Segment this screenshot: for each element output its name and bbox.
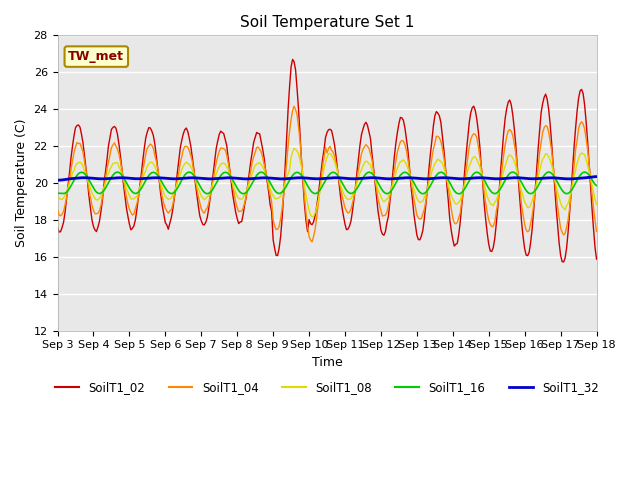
Text: TW_met: TW_met (68, 50, 124, 63)
X-axis label: Time: Time (312, 356, 342, 369)
Title: Soil Temperature Set 1: Soil Temperature Set 1 (240, 15, 414, 30)
Y-axis label: Soil Temperature (C): Soil Temperature (C) (15, 119, 28, 247)
Legend: SoilT1_02, SoilT1_04, SoilT1_08, SoilT1_16, SoilT1_32: SoilT1_02, SoilT1_04, SoilT1_08, SoilT1_… (51, 376, 604, 398)
